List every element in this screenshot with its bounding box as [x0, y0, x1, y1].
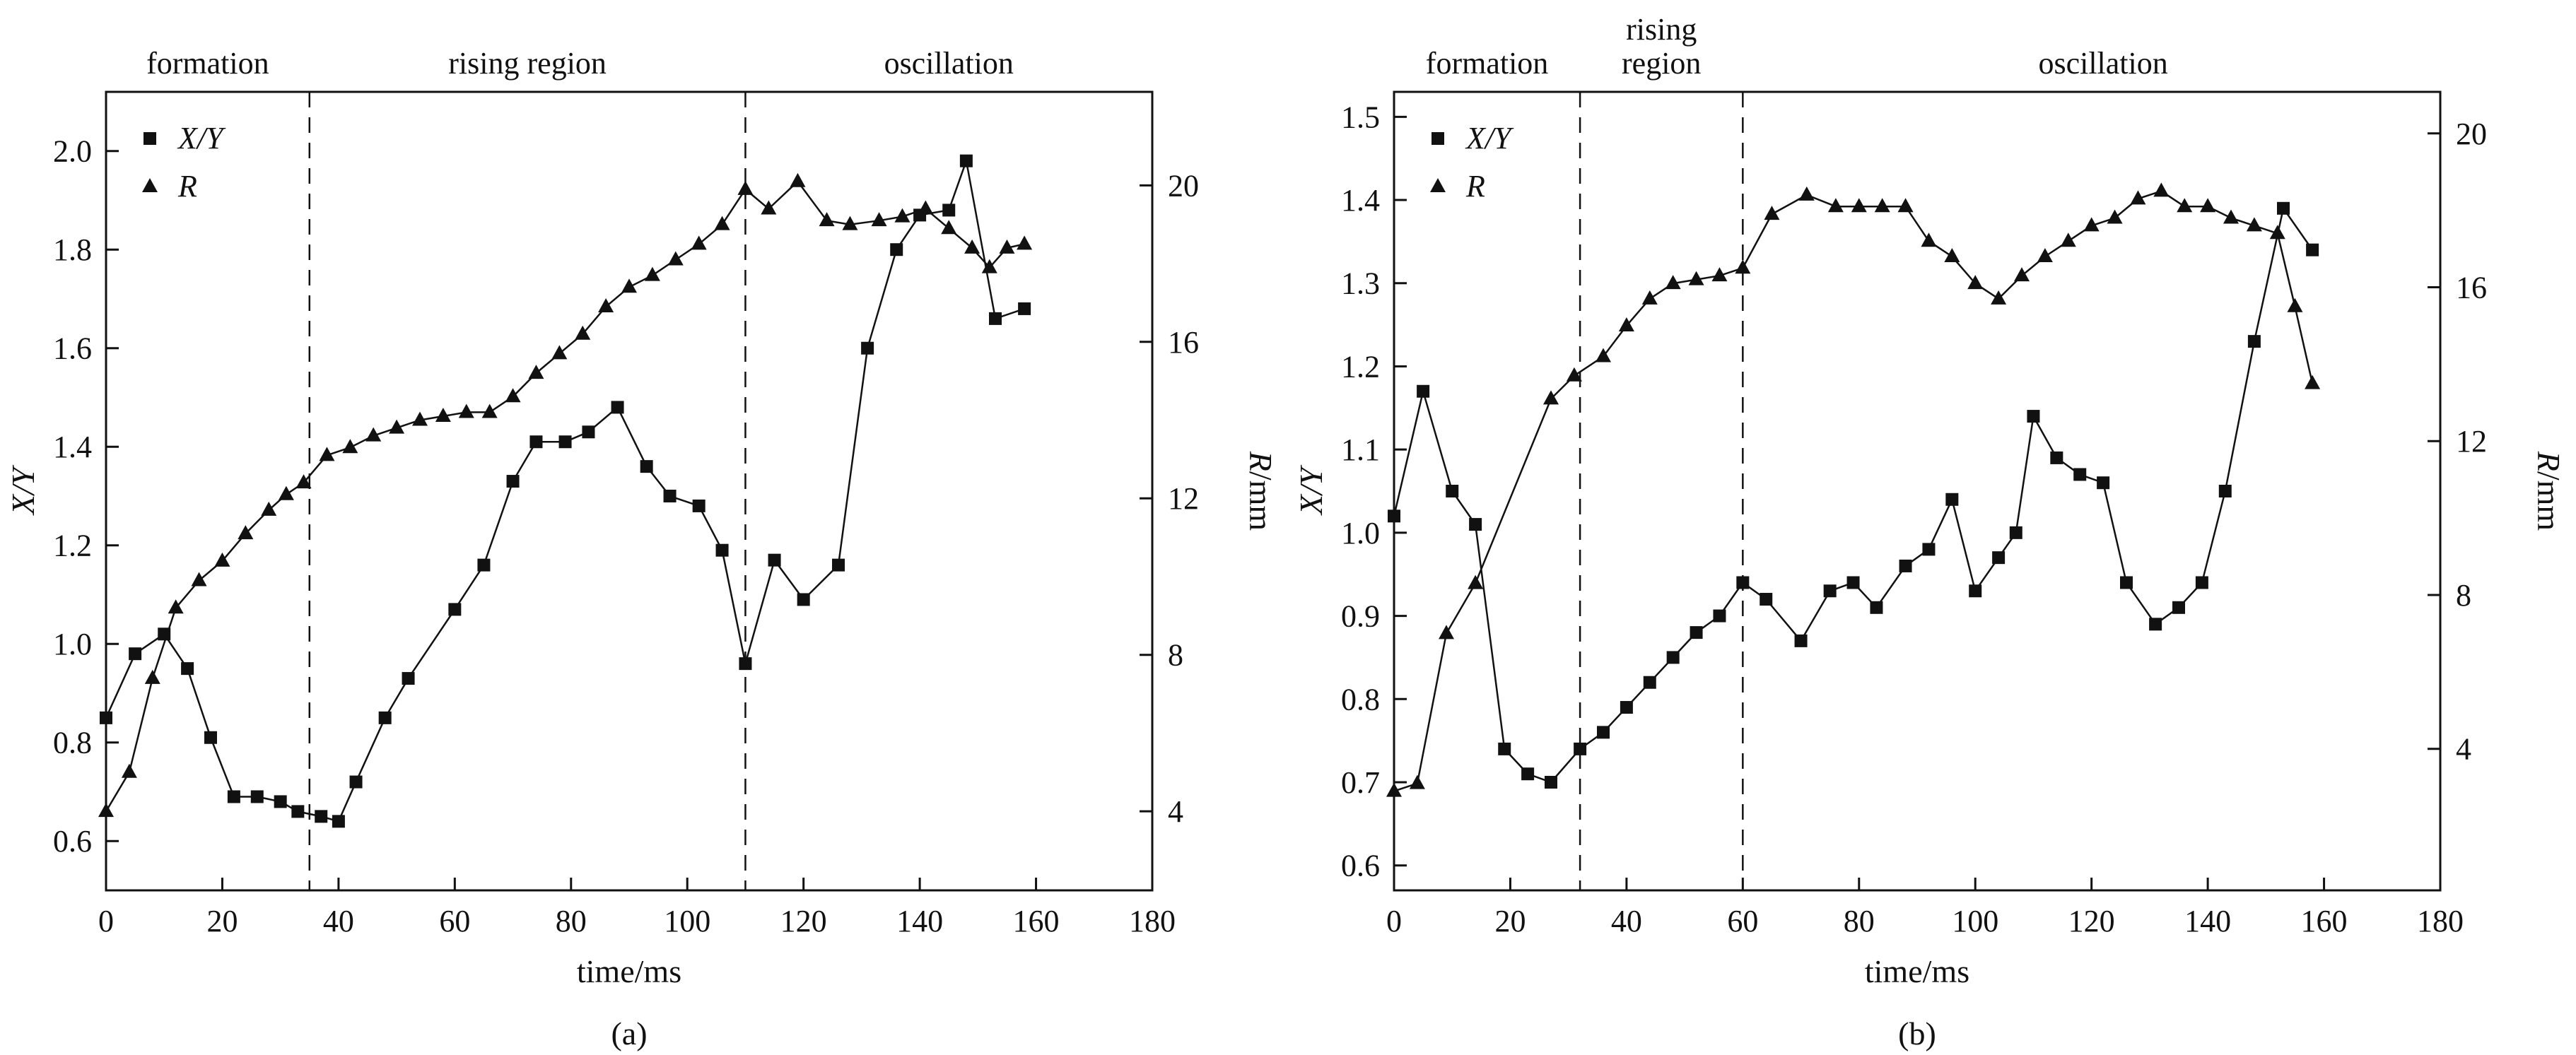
svg-text:16: 16 [2456, 271, 2487, 305]
svg-text:X/Y: X/Y [1293, 464, 1329, 516]
svg-text:1.0: 1.0 [1341, 516, 1380, 550]
svg-text:16: 16 [1168, 325, 1199, 360]
svg-text:160: 160 [1013, 904, 1060, 938]
svg-text:120: 120 [2068, 904, 2115, 938]
svg-text:rising region: rising region [448, 46, 607, 81]
y-axis-left: 0.6 0.8 1.0 1.2 1.4 1.6 1.8 2.0 [53, 134, 119, 859]
svg-text:60: 60 [439, 904, 470, 938]
svg-text:12: 12 [2456, 424, 2487, 459]
chart-a-canvas: 0 20 40 60 80 100 120 140 160 180 time/ms 0.6 0.8 1.0… [5, 46, 1279, 1051]
svg-text:1.4: 1.4 [53, 430, 92, 464]
svg-text:0.6: 0.6 [1341, 849, 1380, 883]
svg-text:120: 120 [780, 904, 827, 938]
svg-text:20: 20 [1494, 904, 1526, 938]
panel-b: 0 20 40 60 80 100 120 140 160 180 time/ms 0.6 0.7 0.8… [1288, 0, 2576, 1055]
svg-text:time/ms: time/ms [1865, 953, 1969, 989]
svg-text:20: 20 [2456, 117, 2487, 151]
svg-text:180: 180 [1129, 904, 1176, 938]
y-axis-right: 4 8 12 16 20 [1140, 168, 1199, 829]
panel-label: (b) [1898, 1015, 1936, 1051]
svg-text:40: 40 [1611, 904, 1642, 938]
svg-text:1.8: 1.8 [53, 232, 92, 267]
svg-text:X/Y: X/Y [177, 121, 226, 155]
svg-text:time/ms: time/ms [577, 953, 681, 989]
svg-text:X/Y: X/Y [1465, 121, 1514, 155]
svg-text:80: 80 [556, 904, 587, 938]
svg-text:140: 140 [2184, 904, 2231, 938]
y-axis-right: 4 8 12 16 20 [2428, 117, 2487, 767]
svg-text:2.0: 2.0 [53, 134, 92, 169]
svg-text:1.6: 1.6 [53, 331, 92, 366]
svg-text:0.9: 0.9 [1341, 599, 1380, 634]
svg-text:1.1: 1.1 [1341, 432, 1380, 467]
svg-text:1.2: 1.2 [1341, 349, 1380, 384]
series-xy [1388, 201, 2319, 789]
svg-text:60: 60 [1727, 904, 1758, 938]
y-axis-left: 0.6 0.7 0.8 0.9 1.0 1.1 1.2 1.3 1.4 1.5 [1341, 100, 1407, 883]
svg-text:8: 8 [2456, 578, 2471, 613]
svg-text:100: 100 [664, 904, 710, 938]
svg-text:160: 160 [2301, 904, 2348, 938]
plot-frame [1393, 90, 2442, 892]
svg-text:region: region [1622, 46, 1701, 81]
x-axis: 0 20 40 60 80 100 120 140 160 180 [98, 878, 1176, 938]
y-axis-title-left: X/Y [1293, 464, 1329, 516]
y-axis-title-right: R/mm [1243, 451, 1279, 531]
svg-text:oscillation: oscillation [884, 46, 1014, 81]
svg-text:(b): (b) [1898, 1015, 1936, 1051]
svg-text:R: R [1465, 169, 1485, 204]
svg-text:1.4: 1.4 [1341, 183, 1380, 218]
svg-text:X/Y: X/Y [5, 464, 41, 516]
svg-text:formation: formation [1426, 46, 1549, 81]
svg-text:R: R [177, 169, 197, 204]
svg-text:oscillation: oscillation [2038, 46, 2167, 81]
series-r [98, 172, 1033, 818]
svg-text:0: 0 [1386, 904, 1402, 938]
series-r [1386, 182, 2321, 797]
chart-b-canvas: 0 20 40 60 80 100 120 140 160 180 time/ms 0.6 0.7 0.8… [1293, 12, 2567, 1051]
svg-text:0: 0 [98, 904, 114, 938]
svg-text:20: 20 [206, 904, 238, 938]
svg-text:8: 8 [1168, 638, 1183, 673]
svg-text:1.3: 1.3 [1341, 266, 1380, 301]
svg-text:12: 12 [1168, 481, 1199, 516]
svg-text:0.7: 0.7 [1341, 765, 1380, 800]
svg-text:0.6: 0.6 [53, 824, 92, 859]
panel-a: 0 20 40 60 80 100 120 140 160 180 time/ms 0.6 0.8 1.0… [5, 46, 1279, 1051]
series-xy [100, 154, 1031, 828]
region-labels: formation rising region oscillation [146, 46, 1014, 81]
y-axis-title-left: X/Y [5, 464, 41, 516]
svg-text:0.8: 0.8 [1341, 682, 1380, 717]
panel-label: (a) [611, 1015, 647, 1051]
x-axis-title: time/ms [1865, 953, 1969, 989]
plot-frame [105, 90, 1154, 892]
svg-text:4: 4 [1168, 794, 1183, 829]
svg-text:20: 20 [1168, 168, 1199, 203]
svg-text:(a): (a) [611, 1015, 647, 1051]
svg-text:rising: rising [1626, 12, 1697, 47]
region-dividers [1579, 92, 1744, 890]
y-axis-title-right: R/mm [2531, 451, 2567, 531]
svg-text:0.8: 0.8 [53, 726, 92, 760]
svg-text:1.2: 1.2 [53, 529, 92, 563]
x-axis: 0 20 40 60 80 100 120 140 160 180 [1386, 878, 2464, 938]
svg-text:80: 80 [1844, 904, 1875, 938]
region-dividers [308, 92, 747, 890]
svg-text:4: 4 [2456, 732, 2471, 767]
svg-text:100: 100 [1952, 904, 1998, 938]
svg-text:1.5: 1.5 [1341, 100, 1380, 134]
svg-text:1.0: 1.0 [53, 627, 92, 661]
svg-text:180: 180 [2417, 904, 2464, 938]
svg-text:R/mm: R/mm [1243, 451, 1279, 531]
legend: X/Y R [142, 121, 226, 204]
svg-text:formation: formation [146, 46, 269, 81]
legend: X/Y R [1430, 121, 1514, 204]
svg-text:140: 140 [896, 904, 943, 938]
x-axis-title: time/ms [577, 953, 681, 989]
svg-text:R/mm: R/mm [2531, 451, 2567, 531]
svg-text:40: 40 [323, 904, 354, 938]
